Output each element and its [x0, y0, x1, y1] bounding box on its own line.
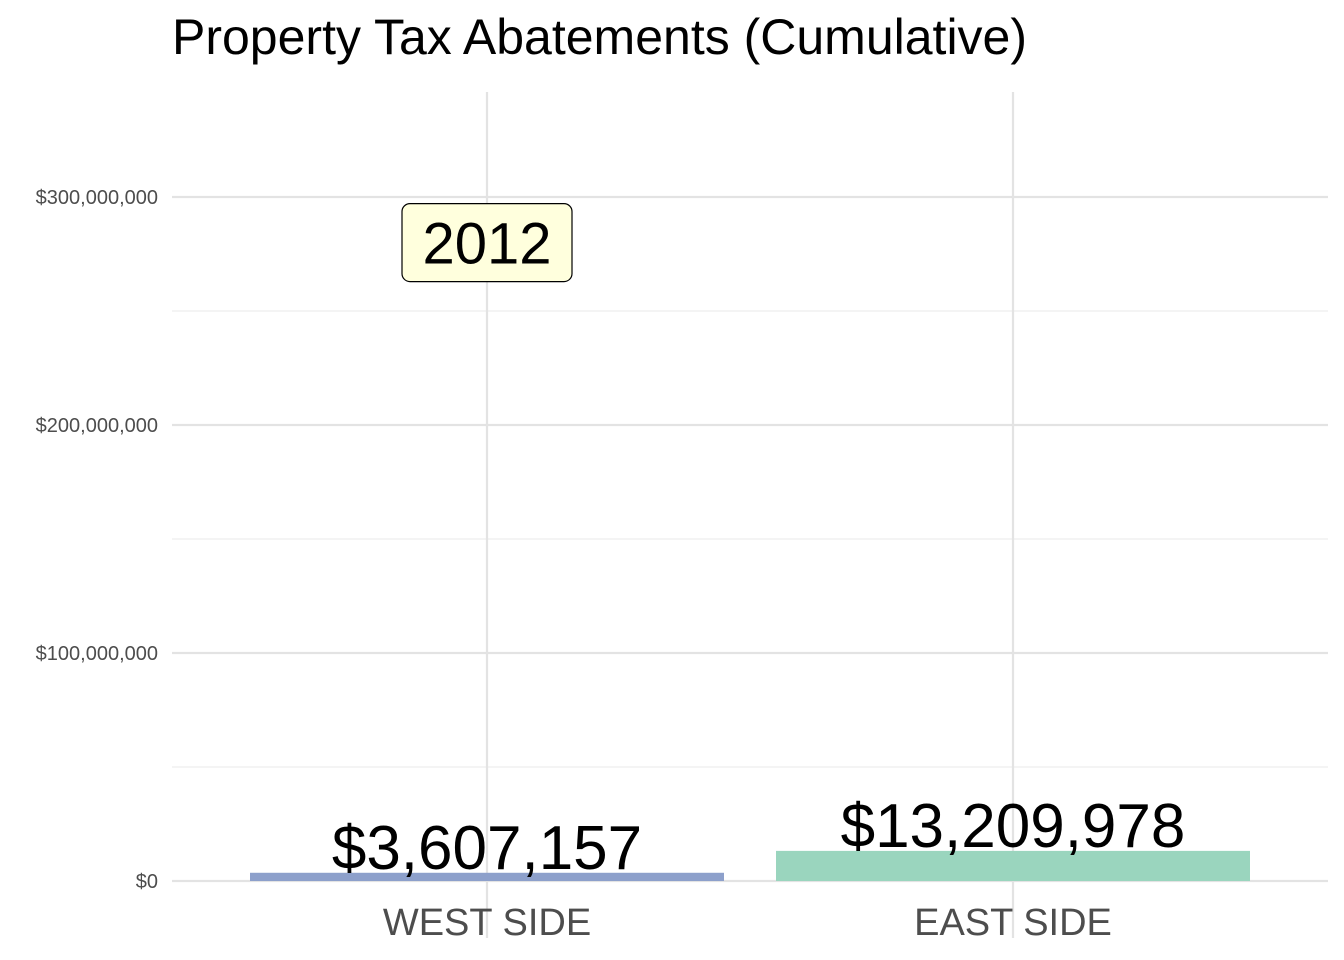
x-tick-label: WEST SIDE	[383, 902, 591, 944]
y-axis: $0 $100,000,000 $200,000,000 $300,000,000	[36, 187, 158, 893]
bar-value-label: $3,607,157	[332, 814, 642, 883]
bar-east-side	[776, 850, 1250, 881]
bar-west-side	[250, 872, 724, 881]
y-tick-label: $0	[136, 871, 158, 893]
bar-value-label: $13,209,978	[841, 792, 1186, 861]
y-tick-label: $200,000,000	[36, 415, 158, 437]
x-tick-label: EAST SIDE	[914, 902, 1112, 944]
bars	[250, 850, 1250, 881]
x-axis: WEST SIDE EAST SIDE	[383, 902, 1112, 944]
year-annotation: 2012	[401, 203, 573, 283]
y-tick-label: $300,000,000	[36, 187, 158, 209]
bar-value-labels: $3,607,157 $13,209,978	[332, 792, 1186, 883]
year-annotation-box	[401, 203, 573, 283]
y-tick-label: $100,000,000	[36, 643, 158, 665]
year-annotation-label: 2012	[422, 212, 551, 277]
chart-title: Property Tax Abatements (Cumulative)	[172, 9, 1027, 65]
